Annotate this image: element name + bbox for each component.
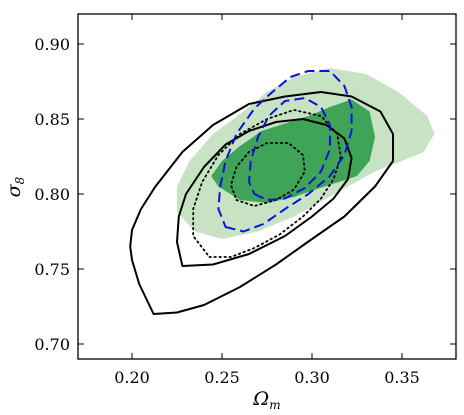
plot-frame	[77, 13, 457, 360]
contour-dashed-blue-6	[217, 70, 353, 233]
y-axis-ticks: 0.70 0.75 0.80 0.85 0.90	[34, 35, 456, 354]
x-tick-label: 0.20	[114, 368, 150, 387]
x-axis-ticks: 0.20 0.25 0.30 0.35	[114, 14, 420, 387]
y-tick-label: 0.80	[34, 185, 70, 204]
y-tick-label: 0.90	[34, 35, 70, 54]
y-tick-label: 0.70	[34, 335, 70, 354]
x-tick-label: 0.25	[204, 368, 240, 387]
x-tick-label: 0.35	[384, 368, 420, 387]
contour-dashed-blue-7	[248, 97, 331, 201]
contour-series-layer	[129, 68, 435, 315]
x-tick-label: 0.30	[294, 368, 330, 387]
y-tick-label: 0.85	[34, 110, 70, 129]
y-axis-title: σ8	[3, 176, 27, 197]
contour-dotted-black-5	[230, 142, 306, 207]
contour-solid-black-3	[176, 118, 353, 267]
y-tick-label: 0.75	[34, 260, 70, 279]
contour-solid-black-2	[129, 91, 394, 315]
x-axis-title: Ωm	[252, 388, 280, 412]
